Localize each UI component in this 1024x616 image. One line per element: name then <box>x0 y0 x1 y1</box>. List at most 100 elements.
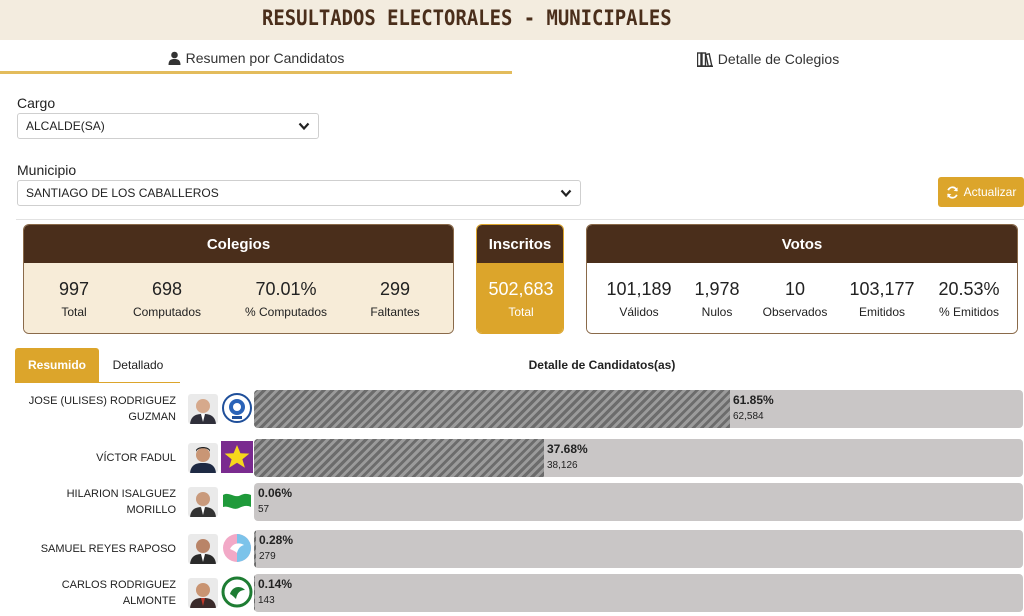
municipio-value: SANTIAGO DE LOS CABALLEROS <box>26 186 219 200</box>
result-bar: 0.28% 279 <box>254 530 1023 568</box>
result-votes: 143 <box>258 595 275 606</box>
result-bar-fill <box>254 439 544 477</box>
stat-value: 1,978 <box>694 279 740 299</box>
colegios-body: 997 Total 698 Computados 70.01% % Comput… <box>24 263 453 333</box>
colegios-computados-stat: 698 Computados <box>112 263 222 319</box>
result-bar-fill <box>254 574 255 612</box>
candidate-photo <box>188 394 218 424</box>
stat-label: Computados <box>132 305 202 319</box>
inscritos-total-stat: 502,683 Total <box>477 263 563 319</box>
result-votes: 38,126 <box>547 460 578 471</box>
chevron-down-icon <box>560 189 572 198</box>
stat-value: 70.01% <box>255 279 317 299</box>
detalle-candidatos-title: Detalle de Candidatos(as) <box>528 358 676 372</box>
stat-value: 502,683 <box>488 279 554 299</box>
candidate-name: VÍCTOR FADUL <box>96 452 176 464</box>
stat-label: Válidos <box>619 305 659 319</box>
candidate-row: VÍCTOR FADUL 37.68% 38,126 <box>0 439 1024 477</box>
stat-value: 101,189 <box>606 279 672 299</box>
candidate-name: JOSE (ULISES) RODRIGUEZ GUZMAN <box>28 395 176 423</box>
candidate-photo <box>188 443 218 473</box>
candidate-name: HILARION ISALGUEZ MORILLO <box>66 488 176 516</box>
result-votes: 57 <box>258 504 270 515</box>
votos-nulos-stat: 1,978 Nulos <box>662 263 772 319</box>
header-bar: RESULTADOS ELECTORALES - MUNICIPALES <box>0 0 1024 40</box>
page-title: RESULTADOS ELECTORALES - MUNICIPALES <box>262 6 672 30</box>
tab-label: Resumen por Candidatos <box>185 49 345 66</box>
colegios-title: Colegios <box>24 225 453 263</box>
candidate-photo <box>188 578 218 608</box>
stat-label: Nulos <box>701 305 733 319</box>
colegios-faltantes-stat: 299 Faltantes <box>340 263 450 319</box>
actualizar-button[interactable]: Actualizar <box>938 177 1024 207</box>
cargo-label: Cargo <box>17 95 56 111</box>
divider <box>16 219 1024 220</box>
cargo-value: ALCALDE(SA) <box>26 119 105 133</box>
votos-body: 101,189 Válidos 1,978 Nulos 10 Observado… <box>587 263 1017 333</box>
votos-title: Votos <box>587 225 1017 263</box>
stat-label: Emitidos <box>858 305 905 319</box>
result-pct: 0.28% <box>259 533 294 547</box>
tab-detalle-colegios[interactable]: Detalle de Colegios <box>512 44 1024 74</box>
purple-star-logo <box>221 441 253 473</box>
stat-value: 698 <box>151 279 183 299</box>
colegios-total-stat: 997 Total <box>24 263 129 319</box>
colegios-card: Colegios 997 Total 698 Computados 70.01%… <box>23 224 454 334</box>
result-pct: 0.06% <box>258 486 293 500</box>
candidate-row: SAMUEL REYES RAPOSO 0.28% 279 <box>0 530 1024 568</box>
party-seal-logo <box>222 393 252 423</box>
cargo-select[interactable]: ALCALDE(SA) <box>17 113 319 139</box>
subtab-underline <box>15 382 180 383</box>
inscritos-title: Inscritos <box>477 225 563 263</box>
green-ring-logo <box>221 576 253 608</box>
inscritos-body: 502,683 Total <box>477 263 563 333</box>
result-bar: 61.85% 62,584 <box>254 390 1023 428</box>
result-votes: 279 <box>259 551 276 562</box>
votos-card: Votos 101,189 Válidos 1,978 Nulos 10 Obs… <box>586 224 1018 334</box>
books-icon <box>696 51 713 67</box>
stat-value: 299 <box>379 279 411 299</box>
result-pct: 61.85% <box>733 393 774 407</box>
stat-value: 997 <box>58 279 90 299</box>
result-bar-fill <box>254 390 730 428</box>
municipio-select[interactable]: SANTIAGO DE LOS CABALLEROS <box>17 180 581 206</box>
stat-label: Total <box>61 305 87 319</box>
candidate-row: JOSE (ULISES) RODRIGUEZ GUZMAN 61.85% 62… <box>0 390 1024 428</box>
refresh-icon <box>946 185 958 199</box>
tab-detallado[interactable]: Detallado <box>112 358 164 372</box>
stat-label: % Emitidos <box>938 305 1000 319</box>
green-flag-logo <box>223 493 251 509</box>
candidate-name: SAMUEL REYES RAPOSO <box>40 543 176 555</box>
stat-value: 10 <box>784 279 806 299</box>
candidate-row: CARLOS RODRIGUEZ ALMONTE 0.14% 143 <box>0 574 1024 612</box>
stat-label: Faltantes <box>370 305 420 319</box>
candidate-name: CARLOS RODRIGUEZ ALMONTE <box>61 579 176 607</box>
dove-circle-logo <box>223 534 251 562</box>
candidate-row: HILARION ISALGUEZ MORILLO 0.06% 57 <box>0 483 1024 521</box>
stat-label: % Computados <box>244 305 328 319</box>
stat-label: Observados <box>762 305 828 319</box>
user-icon <box>168 51 181 65</box>
stat-label: Total <box>508 305 534 319</box>
votos-emitidos-stat: 103,177 Emitidos <box>827 263 937 319</box>
tab-resumen-candidatos[interactable]: Resumen por Candidatos <box>0 44 512 74</box>
candidate-photo <box>188 534 218 564</box>
result-bar-fill <box>254 530 256 568</box>
votos-observados-stat: 10 Observados <box>740 263 850 319</box>
tab-resumido[interactable]: Resumido <box>15 348 99 382</box>
result-bar: 0.06% 57 <box>254 483 1023 521</box>
votos-validos-stat: 101,189 Válidos <box>587 263 694 319</box>
votos-pct-emitidos-stat: 20.53% % Emitidos <box>914 263 1017 319</box>
result-bar: 0.14% 143 <box>254 574 1023 612</box>
result-pct: 37.68% <box>547 442 588 456</box>
inscritos-card: Inscritos 502,683 Total <box>476 224 564 334</box>
stat-value: 103,177 <box>849 279 915 299</box>
actualizar-label: Actualizar <box>963 185 1017 199</box>
colegios-pct-computados-stat: 70.01% % Computados <box>231 263 341 319</box>
result-bar: 37.68% 38,126 <box>254 439 1023 477</box>
result-votes: 62,584 <box>733 411 764 422</box>
candidate-photo <box>188 487 218 517</box>
municipio-label: Municipio <box>17 162 77 178</box>
chevron-down-icon <box>298 122 310 131</box>
tab-label: Detalle de Colegios <box>717 51 840 67</box>
